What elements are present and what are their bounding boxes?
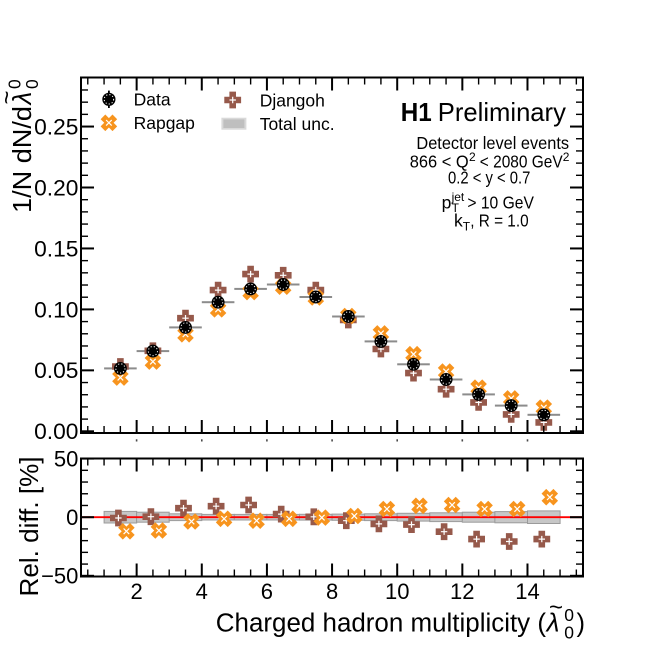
svg-text:0.00: 0.00 xyxy=(34,419,78,444)
svg-text:λ: λ xyxy=(7,92,37,107)
svg-text:T: T xyxy=(452,201,460,215)
svg-text:k: k xyxy=(454,211,463,231)
svg-text:14: 14 xyxy=(515,579,539,604)
svg-text:~: ~ xyxy=(549,594,563,621)
svg-text:−50: −50 xyxy=(41,564,78,589)
svg-text:0: 0 xyxy=(22,79,42,89)
svg-text:6: 6 xyxy=(261,579,273,604)
svg-text:jet: jet xyxy=(451,190,465,204)
svg-text:T: T xyxy=(463,220,471,234)
svg-text:8: 8 xyxy=(326,579,338,604)
svg-text:2: 2 xyxy=(563,150,570,164)
svg-text:10: 10 xyxy=(385,579,409,604)
svg-text:p: p xyxy=(442,193,452,213)
svg-text:λ: λ xyxy=(545,608,560,638)
svg-text:0: 0 xyxy=(4,79,24,89)
svg-text:12: 12 xyxy=(450,579,474,604)
svg-text:Rapgap: Rapgap xyxy=(134,113,195,133)
svg-text:Detector level events: Detector level events xyxy=(416,133,569,153)
svg-text:, R = 1.0: , R = 1.0 xyxy=(470,211,529,231)
svg-text:4: 4 xyxy=(196,579,208,604)
svg-text:H1: H1 xyxy=(401,97,432,127)
svg-text:Rel. diff. [%]: Rel. diff. [%] xyxy=(14,457,44,597)
svg-text:Djangoh: Djangoh xyxy=(260,90,325,110)
svg-text:0.2 < y < 0.7: 0.2 < y < 0.7 xyxy=(448,168,530,188)
svg-text:): ) xyxy=(577,610,586,638)
svg-text:Preliminary: Preliminary xyxy=(438,97,566,127)
svg-text:0: 0 xyxy=(66,505,78,530)
svg-text:~: ~ xyxy=(0,90,21,104)
svg-text:0.25: 0.25 xyxy=(34,115,78,140)
svg-text:0: 0 xyxy=(564,605,574,625)
svg-text:< 2080 GeV: < 2080 GeV xyxy=(480,152,563,172)
svg-text:0.15: 0.15 xyxy=(34,236,78,261)
svg-text:Charged hadron multiplicity (: Charged hadron multiplicity ( xyxy=(216,610,547,638)
svg-text:0.05: 0.05 xyxy=(34,358,78,383)
svg-text:> 10 GeV: > 10 GeV xyxy=(467,193,534,213)
svg-text:2: 2 xyxy=(130,579,142,604)
svg-text:0.10: 0.10 xyxy=(34,297,78,322)
svg-text:Data: Data xyxy=(134,90,171,110)
svg-text:Total unc.: Total unc. xyxy=(260,114,335,134)
svg-text:0: 0 xyxy=(564,623,574,643)
svg-text:0.20: 0.20 xyxy=(34,175,78,200)
svg-text:1/N dN/d: 1/N dN/d xyxy=(7,106,37,213)
svg-text:2: 2 xyxy=(469,150,476,164)
svg-text:866 < Q: 866 < Q xyxy=(410,152,469,172)
svg-text:50: 50 xyxy=(54,447,78,472)
